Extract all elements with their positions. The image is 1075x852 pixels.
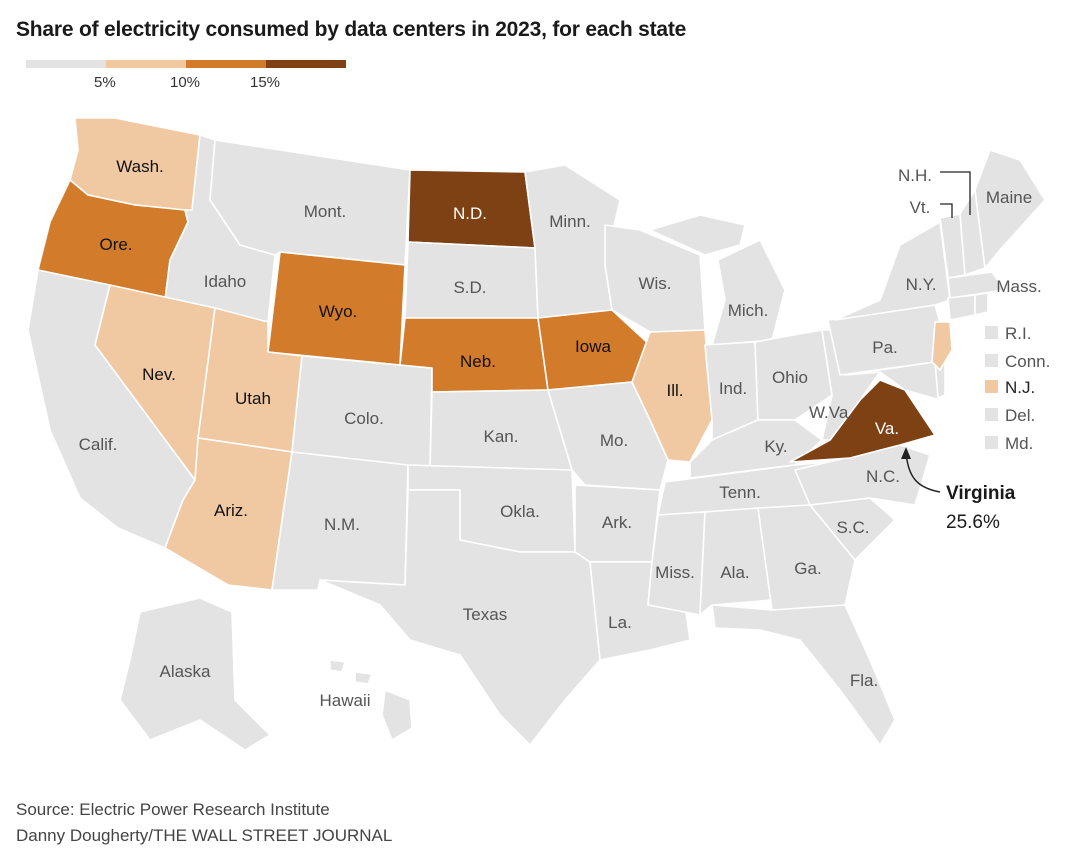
label-ri: R.I. <box>1005 324 1031 343</box>
label-mn: Minn. <box>549 212 591 231</box>
swatch-ct <box>985 354 998 367</box>
state-ms[interactable] <box>647 511 706 616</box>
state-hi-3[interactable] <box>381 689 413 741</box>
label-nj: N.J. <box>1005 378 1035 397</box>
label-va: Va. <box>875 419 899 438</box>
label-co: Colo. <box>344 409 384 428</box>
virginia-arrowhead <box>901 447 911 459</box>
state-ak[interactable] <box>119 597 271 751</box>
label-ak: Alaska <box>159 662 211 681</box>
state-nj[interactable] <box>931 321 953 371</box>
state-al[interactable] <box>699 507 773 616</box>
legend-bin-15-plus <box>266 60 346 68</box>
label-ny: N.Y. <box>906 275 937 294</box>
legend-bin-10-15 <box>186 60 266 68</box>
legend-tick-5: 5% <box>94 74 116 91</box>
label-oh: Ohio <box>772 368 808 387</box>
legend-bin-5-10 <box>106 60 186 68</box>
label-nd: N.D. <box>453 204 487 223</box>
label-nc: N.C. <box>866 467 900 486</box>
label-ma: Mass. <box>996 277 1041 296</box>
state-fl[interactable] <box>711 604 896 746</box>
swatch-md <box>985 436 998 449</box>
label-mt: Mont. <box>304 202 347 221</box>
label-ga: Ga. <box>794 559 821 578</box>
state-md[interactable] <box>844 361 941 401</box>
state-ri[interactable] <box>974 292 989 316</box>
label-ky: Ky. <box>764 437 787 456</box>
annotation-value: 25.6% <box>946 512 1000 533</box>
legend-bin-0-5 <box>26 60 106 68</box>
state-hi-1[interactable] <box>329 659 346 673</box>
label-ar: Ark. <box>602 513 632 532</box>
label-vt: Vt. <box>910 198 931 217</box>
label-sd: S.D. <box>453 278 486 297</box>
label-ok: Okla. <box>500 502 540 521</box>
label-ne: Neb. <box>460 352 496 371</box>
leader-nh <box>940 171 971 215</box>
label-mi: Mich. <box>728 301 769 320</box>
label-sc: S.C. <box>836 518 869 537</box>
state-me[interactable] <box>974 149 1046 269</box>
label-ks: Kan. <box>484 427 519 446</box>
state-mi-up[interactable] <box>649 214 746 256</box>
state-ny[interactable] <box>834 221 951 321</box>
leader-vt <box>940 203 953 218</box>
label-mo: Mo. <box>600 431 628 450</box>
legend-tick-15: 15% <box>250 74 281 91</box>
annotation-name: Virginia <box>946 483 1016 504</box>
label-ia: Iowa <box>575 337 611 356</box>
label-az: Ariz. <box>214 501 248 520</box>
label-il: Ill. <box>667 381 684 400</box>
label-al: Ala. <box>720 563 749 582</box>
label-ms: Miss. <box>655 563 695 582</box>
source-note: Source: Electric Power Research Institut… <box>16 800 330 819</box>
state-tx[interactable] <box>319 489 601 746</box>
label-la: La. <box>608 613 632 632</box>
label-ca: Calif. <box>79 435 118 454</box>
label-de: Del. <box>1005 406 1035 425</box>
swatch-ri <box>985 326 998 339</box>
label-in: Ind. <box>719 379 747 398</box>
label-id: Idaho <box>204 272 247 291</box>
state-ma[interactable] <box>947 271 1006 299</box>
swatch-de <box>985 408 998 421</box>
label-nm: N.M. <box>324 515 360 534</box>
label-tn: Tenn. <box>719 483 761 502</box>
label-pa: Pa. <box>872 338 898 357</box>
label-me: Maine <box>986 188 1032 207</box>
legend-tick-10: 10% <box>170 74 201 91</box>
label-hi: Hawaii <box>319 691 370 710</box>
label-wa: Wash. <box>116 157 164 176</box>
label-nv: Nev. <box>142 365 176 384</box>
state-hi-2[interactable] <box>354 671 373 685</box>
label-or: Ore. <box>99 235 132 254</box>
label-fl: Fla. <box>850 671 878 690</box>
state-ct[interactable] <box>947 294 976 321</box>
label-wv: W.Va. <box>809 403 853 422</box>
swatch-nj <box>985 380 998 393</box>
state-oh[interactable] <box>754 329 833 421</box>
label-wi: Wis. <box>638 274 671 293</box>
label-ut: Utah <box>235 389 271 408</box>
map-title: Share of electricity consumed by data ce… <box>16 18 687 41</box>
credit-note: Danny Dougherty/THE WALL STREET JOURNAL <box>16 826 393 845</box>
state-mi[interactable] <box>711 239 786 346</box>
label-ct: Conn. <box>1005 352 1050 371</box>
label-tx: Texas <box>463 605 507 624</box>
label-wy: Wyo. <box>319 302 358 321</box>
label-md: Md. <box>1005 434 1033 453</box>
label-nh: N.H. <box>898 166 932 185</box>
